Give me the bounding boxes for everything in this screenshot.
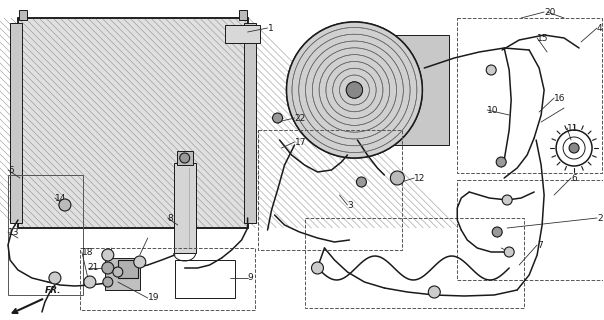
Circle shape: [502, 195, 512, 205]
Text: 12: 12: [414, 173, 426, 182]
Text: 16: 16: [554, 93, 565, 102]
Circle shape: [496, 157, 506, 167]
Circle shape: [103, 277, 113, 287]
Text: 9: 9: [248, 274, 253, 283]
Bar: [239, 10, 246, 20]
Bar: [18, 18, 248, 228]
Text: FR.: FR.: [45, 286, 62, 295]
Text: 4: 4: [597, 23, 603, 33]
Bar: [174, 163, 196, 253]
Text: 13: 13: [8, 228, 19, 236]
Text: 17: 17: [295, 138, 306, 147]
Text: 2: 2: [597, 213, 603, 222]
Circle shape: [504, 247, 514, 257]
Bar: [457, 18, 602, 173]
Bar: [243, 23, 255, 223]
Text: 19: 19: [148, 293, 159, 302]
Text: 10: 10: [487, 106, 499, 115]
Text: 20: 20: [544, 7, 556, 17]
Text: 11: 11: [567, 124, 579, 132]
Bar: [80, 248, 255, 310]
Circle shape: [346, 82, 362, 98]
Circle shape: [49, 272, 61, 284]
Circle shape: [356, 177, 367, 187]
Text: 22: 22: [295, 114, 306, 123]
Circle shape: [84, 276, 96, 288]
Bar: [118, 260, 138, 278]
Circle shape: [569, 143, 579, 153]
Circle shape: [312, 262, 324, 274]
Circle shape: [113, 267, 123, 277]
Circle shape: [102, 262, 114, 274]
Bar: [8, 175, 83, 295]
Text: 21: 21: [88, 263, 99, 273]
Text: 6: 6: [571, 173, 577, 182]
Circle shape: [486, 65, 496, 75]
Bar: [457, 180, 604, 280]
Bar: [10, 23, 22, 223]
Circle shape: [102, 249, 114, 261]
Bar: [304, 218, 524, 308]
Circle shape: [492, 227, 502, 237]
Text: 18: 18: [82, 247, 94, 257]
Bar: [175, 260, 234, 298]
Bar: [355, 35, 449, 145]
Text: 7: 7: [537, 241, 543, 250]
Circle shape: [59, 199, 71, 211]
Circle shape: [180, 153, 190, 163]
Circle shape: [272, 113, 283, 123]
Bar: [257, 130, 402, 250]
Circle shape: [133, 256, 146, 268]
Bar: [225, 25, 260, 43]
Circle shape: [390, 171, 404, 185]
Circle shape: [286, 22, 422, 158]
Text: 1: 1: [268, 23, 274, 33]
Circle shape: [346, 82, 362, 98]
Circle shape: [286, 22, 422, 158]
Text: 14: 14: [55, 194, 66, 203]
Text: 3: 3: [347, 201, 353, 210]
Bar: [177, 151, 193, 165]
Circle shape: [428, 286, 440, 298]
Bar: [105, 258, 140, 290]
Bar: [19, 10, 27, 20]
Text: 8: 8: [168, 213, 173, 222]
Bar: [18, 18, 248, 228]
Text: 5: 5: [8, 165, 14, 174]
Text: 15: 15: [537, 34, 548, 43]
